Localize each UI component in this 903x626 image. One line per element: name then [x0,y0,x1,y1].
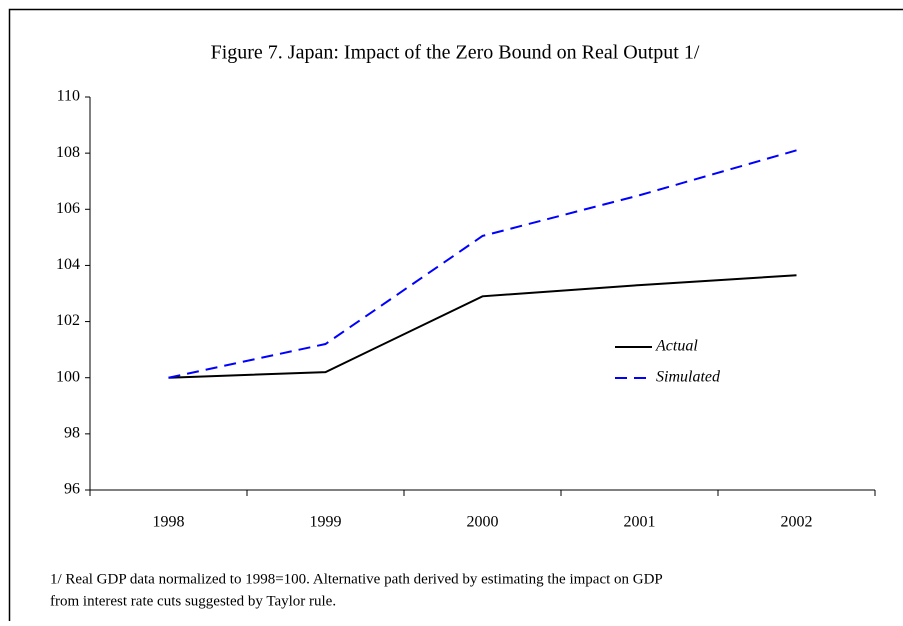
x-tick-label: 1999 [310,514,342,531]
footnote: from interest rate cuts suggested by Tay… [50,593,336,609]
x-tick-label: 2000 [467,514,499,531]
y-tick-label: 98 [64,425,80,442]
series-line [169,275,797,377]
y-tick-label: 108 [56,144,80,161]
x-tick-label: 2002 [781,514,813,531]
series-line [169,150,797,377]
y-tick-label: 102 [56,312,80,329]
legend-label: Simulated [656,369,721,386]
legend-label: Actual [655,338,698,355]
frame [10,10,903,622]
chart-title: Figure 7. Japan: Impact of the Zero Boun… [211,42,700,64]
y-tick-label: 100 [56,368,80,385]
x-tick-label: 1998 [153,514,185,531]
footnote: 1/ Real GDP data normalized to 1998=100.… [50,571,663,587]
x-tick-label: 2001 [624,514,656,531]
y-tick-label: 106 [56,200,80,217]
y-tick-label: 110 [57,88,80,105]
y-tick-label: 104 [56,256,80,273]
y-tick-label: 96 [64,481,80,498]
